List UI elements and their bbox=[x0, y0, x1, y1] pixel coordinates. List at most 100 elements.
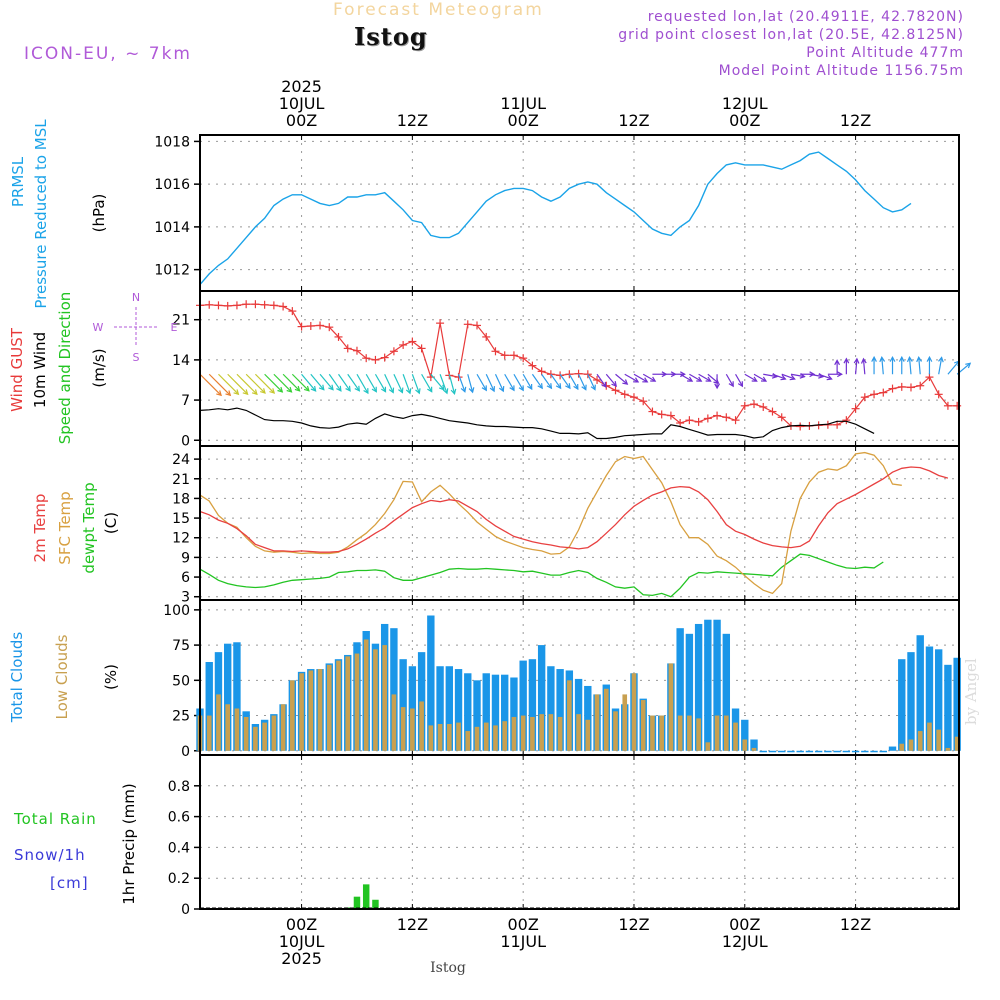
wind-arrow-head bbox=[310, 385, 317, 392]
wind-arrow-shaft bbox=[908, 357, 912, 375]
wind-arrow-shaft bbox=[763, 373, 777, 378]
cloud-bar-low bbox=[373, 649, 378, 751]
time-label-top: 00Z bbox=[286, 111, 317, 130]
time-label-bottom: 00Z bbox=[286, 915, 317, 934]
wind-arrow-shaft bbox=[642, 373, 656, 382]
gust-marker bbox=[463, 320, 472, 329]
time-label-top: 00Z bbox=[508, 111, 539, 130]
gust-marker bbox=[473, 321, 482, 330]
y-tick-label: 0 bbox=[181, 744, 190, 760]
footer-station: Istog bbox=[430, 960, 466, 976]
wind-arrow-shaft bbox=[522, 373, 533, 390]
time-label-bottom: 2025 bbox=[281, 949, 322, 968]
wind-arrow bbox=[310, 373, 325, 391]
wind-arrow-head bbox=[789, 374, 796, 381]
gust-marker bbox=[657, 410, 666, 419]
y-tick-label: 25 bbox=[172, 709, 190, 725]
gust-marker bbox=[851, 404, 860, 413]
axis-label-pct: (%) bbox=[102, 664, 120, 690]
wind-arrow-shaft bbox=[476, 373, 487, 391]
wind-arrow bbox=[411, 374, 421, 395]
wind-arrow-head bbox=[965, 362, 972, 369]
station-name: Istog bbox=[354, 22, 428, 51]
wind-arrow bbox=[898, 355, 905, 375]
cloud-bar-total bbox=[944, 664, 952, 751]
cloud-bar-total bbox=[925, 646, 934, 751]
wind-arrow-head bbox=[537, 383, 543, 390]
wind-arrow-head bbox=[642, 377, 649, 383]
wind-arrow-head bbox=[601, 381, 607, 388]
gust-marker bbox=[925, 373, 934, 382]
wind-arrow bbox=[689, 373, 703, 382]
wind-arrow bbox=[504, 373, 515, 392]
wind-arrow-head bbox=[405, 388, 412, 395]
wind-arrow bbox=[291, 373, 310, 392]
gust-marker bbox=[666, 411, 675, 420]
series-line-sfc-temp bbox=[199, 451, 902, 595]
cloud-bar-low bbox=[299, 673, 304, 751]
y-tick-label: 21 bbox=[172, 313, 190, 329]
wind-arrow bbox=[725, 373, 734, 388]
wind-arrow-shaft bbox=[818, 373, 832, 380]
gust-marker bbox=[916, 381, 925, 390]
y-tick-label: 0 bbox=[181, 902, 190, 918]
requested-coords: requested lon,lat (20.4911E, 42.7820N) bbox=[647, 9, 964, 25]
gust-marker bbox=[325, 323, 334, 332]
gust-marker bbox=[408, 337, 417, 346]
precip-bar-rain bbox=[372, 899, 379, 909]
wind-arrow bbox=[714, 374, 721, 390]
gust-marker bbox=[593, 375, 602, 384]
wind-arrow bbox=[834, 359, 841, 375]
wind-arrow-head bbox=[371, 386, 377, 393]
cloud-bar-total bbox=[842, 750, 851, 753]
wind-arrow-head bbox=[860, 357, 867, 364]
gust-marker bbox=[389, 347, 398, 356]
gust-marker bbox=[629, 393, 638, 402]
cloud-bar-total bbox=[870, 750, 878, 753]
wind-arrow bbox=[319, 373, 334, 391]
wind-arrow-shaft bbox=[790, 373, 805, 378]
y-tick-label: 7 bbox=[181, 393, 190, 409]
wind-arrow-head bbox=[442, 388, 449, 395]
wind-arrow-shaft bbox=[689, 373, 702, 382]
wind-arrow bbox=[356, 373, 369, 395]
gust-marker bbox=[288, 307, 297, 316]
y-tick-label: 0 bbox=[181, 433, 190, 449]
wind-arrow-shaft bbox=[282, 373, 301, 392]
gust-marker bbox=[334, 332, 343, 341]
axis-label-2m-temp: 2m Temp bbox=[31, 494, 49, 563]
cloud-bar-low bbox=[622, 694, 628, 751]
precip-legend-snow: Snow/1h bbox=[14, 846, 86, 864]
cloud-bar-low bbox=[613, 711, 618, 751]
wind-arrow bbox=[273, 373, 293, 393]
series-line-pressure bbox=[199, 151, 912, 286]
cloud-bar-total bbox=[888, 746, 897, 751]
axis-label-sfc-temp: SFC Temp bbox=[56, 491, 74, 564]
time-label-bottom: 12JUL bbox=[722, 932, 768, 951]
cloud-bar-low bbox=[557, 716, 563, 751]
wind-arrow-shaft bbox=[531, 373, 543, 389]
cloud-bar-total bbox=[879, 750, 887, 753]
wind-arrow bbox=[871, 355, 877, 375]
wind-arrow-head bbox=[303, 385, 310, 392]
gust-marker bbox=[482, 332, 491, 341]
cloud-bar-total bbox=[584, 685, 592, 751]
wind-arrow-head bbox=[380, 386, 387, 393]
wind-arrow-head bbox=[611, 380, 618, 387]
gust-marker bbox=[500, 351, 509, 360]
axis-label-ms: (m/s) bbox=[90, 348, 108, 387]
wind-arrow-head bbox=[398, 387, 404, 394]
wind-arrow-shaft bbox=[881, 357, 884, 375]
y-tick-label: 0.6 bbox=[168, 810, 190, 826]
y-tick-label: 6 bbox=[181, 570, 190, 586]
y-tick-label: 0.2 bbox=[168, 871, 190, 887]
wind-arrow bbox=[624, 373, 640, 383]
gust-marker bbox=[740, 401, 749, 410]
gust-marker bbox=[731, 416, 740, 425]
wind-arrow-head bbox=[468, 387, 475, 394]
cloud-bar-low bbox=[945, 747, 951, 751]
wind-arrow-head bbox=[354, 385, 361, 392]
wind-arrow-shaft bbox=[698, 373, 711, 382]
y-tick-label: 1012 bbox=[154, 263, 190, 279]
